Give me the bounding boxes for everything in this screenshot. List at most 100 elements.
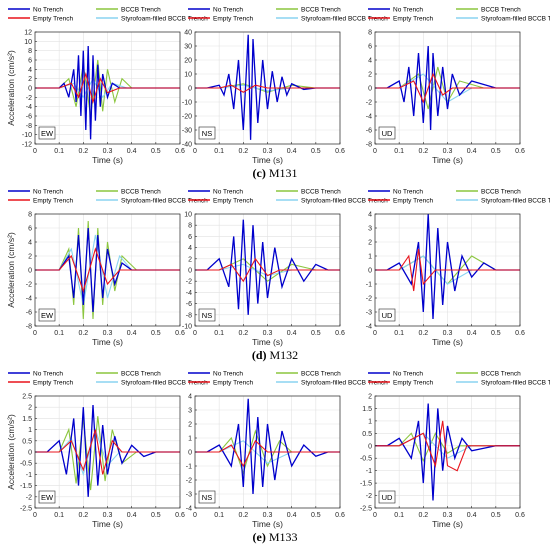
component-label: EW xyxy=(41,129,54,138)
x-tick-label: 0.4 xyxy=(127,148,137,155)
x-tick-label: 0.3 xyxy=(103,330,113,337)
legend-label: No Trench xyxy=(33,7,63,14)
y-tick-label: 0 xyxy=(368,443,372,450)
legend-label: Empty Trench xyxy=(393,380,433,387)
x-tick-label: 0.6 xyxy=(175,330,185,337)
x-tick-label: 0.2 xyxy=(238,148,248,155)
y-tick-label: -4 xyxy=(186,506,192,513)
legend-label: Styrofoam-filled BCCB Trench xyxy=(301,380,388,387)
x-tick-label: 0.1 xyxy=(394,148,404,155)
legend-label: No Trench xyxy=(213,7,243,14)
row-caption-c: (c) M131 xyxy=(0,166,550,181)
legend-label: Empty Trench xyxy=(213,380,253,387)
y-tick-label: -2 xyxy=(26,494,32,501)
x-tick-label: 0.2 xyxy=(418,330,428,337)
row-caption-d: (d) M132 xyxy=(0,348,550,363)
y-tick-label: 0 xyxy=(188,86,192,93)
x-tick-label: 0.3 xyxy=(103,512,113,519)
series-line-empty-trench xyxy=(195,257,340,283)
legend-label: BCCB Trench xyxy=(121,189,161,196)
y-tick-label: -12 xyxy=(22,142,32,149)
x-axis-label: Time (s) xyxy=(252,337,283,347)
x-tick-label: 0.4 xyxy=(467,148,477,155)
y-tick-label: -4 xyxy=(366,114,372,121)
component-label-box xyxy=(378,126,396,140)
y-tick-label: 6 xyxy=(28,58,32,65)
y-tick-label: 8 xyxy=(28,48,32,55)
x-tick-label: 0.1 xyxy=(214,330,224,337)
series-line-empty-trench xyxy=(375,72,520,104)
panel-M133-NS: 0 0.1 0.2 0.3 0.4 0.5 0.6 -4 -3 -2 -1 0 1 2 3 4 Time (s)… xyxy=(186,394,345,530)
panel-M133-UD: 0 0.1 0.2 0.3 0.4 0.5 0.6 -2.5 -2 -1.5 -1 -0.5 0 0.5 1… xyxy=(360,394,525,530)
row-caption-name: M132 xyxy=(269,348,299,362)
y-tick-label: 4 xyxy=(368,58,372,65)
y-tick-label: 4 xyxy=(188,245,192,252)
y-tick-label: -40 xyxy=(182,142,192,149)
y-tick-label: -8 xyxy=(366,142,372,149)
y-tick-label: 0 xyxy=(368,86,372,93)
y-tick-label: -8 xyxy=(186,312,192,319)
y-tick-label: 10 xyxy=(24,39,32,46)
legend-label: Styrofoam-filled BCCB Trench xyxy=(481,16,550,23)
x-tick-label: 0.5 xyxy=(151,512,161,519)
row-caption-letter: (d) xyxy=(251,348,267,362)
component-label-box xyxy=(198,126,216,140)
x-tick-label: 0.1 xyxy=(394,330,404,337)
y-tick-label: -6 xyxy=(26,114,32,121)
legend-label: BCCB Trench xyxy=(301,189,341,196)
x-axis-label: Time (s) xyxy=(252,519,283,529)
y-tick-label: -10 xyxy=(182,100,192,107)
legend-label: BCCB Trench xyxy=(121,7,161,14)
y-tick-label: 2.5 xyxy=(22,394,32,401)
legend: No Trench BCCB Trench Empty Trench Styrofoa… xyxy=(188,371,388,387)
y-tick-label: -6 xyxy=(26,310,32,317)
series-line-no-trench xyxy=(35,404,180,497)
y-tick-label: 0.5 xyxy=(22,438,32,445)
x-tick-label: 0.1 xyxy=(54,330,64,337)
panel-M131-NS: 0 0.1 0.2 0.3 0.4 0.5 0.6 -40 -30 -20 -10 0 10 20 30 40… xyxy=(182,30,345,166)
x-tick-label: 0.3 xyxy=(263,148,273,155)
legend-label: Styrofoam-filled BCCB Trench xyxy=(301,16,388,23)
legend-label: Empty Trench xyxy=(213,198,253,205)
series-line-no-trench xyxy=(195,34,340,140)
legend-label: Empty Trench xyxy=(33,198,73,205)
x-tick-label: 0.1 xyxy=(214,148,224,155)
legend-label: No Trench xyxy=(393,189,423,196)
y-axis-label: Acceleration (cm/s²) xyxy=(6,50,16,126)
y-tick-label: 0.5 xyxy=(362,431,372,438)
panel-M132-NS: 0 0.1 0.2 0.3 0.4 0.5 0.6 -10 -8 -6 -4 -2 0 2 4 6 8 10 Tim… xyxy=(182,212,345,348)
y-axis-label: Acceleration (cm/s²) xyxy=(6,232,16,308)
series-line-bccb-trench xyxy=(35,416,180,491)
y-tick-label: 1.5 xyxy=(362,406,372,413)
x-tick-label: 0.1 xyxy=(214,512,224,519)
y-tick-label: 1 xyxy=(368,254,372,261)
series-line-empty-trench xyxy=(35,71,180,105)
x-tick-label: 0.5 xyxy=(491,148,501,155)
series-line-empty-trench xyxy=(195,84,340,93)
x-axis-label: Time (s) xyxy=(432,519,463,529)
x-tick-label: 0.6 xyxy=(335,148,345,155)
x-tick-label: 0.5 xyxy=(311,330,321,337)
x-tick-label: 0.6 xyxy=(175,512,185,519)
panel-M133-EW: 0 0.1 0.2 0.3 0.4 0.5 0.6 -2.5 -2 -1.5 -1 -0.5 0 0.5 1… xyxy=(6,394,185,530)
y-tick-label: -2 xyxy=(186,279,192,286)
component-label: EW xyxy=(41,493,54,502)
x-tick-label: 0.5 xyxy=(151,330,161,337)
y-tick-label: 0 xyxy=(188,450,192,457)
x-tick-label: 0 xyxy=(193,330,197,337)
component-label-box xyxy=(38,490,56,504)
x-axis-label: Time (s) xyxy=(92,519,123,529)
x-tick-label: 0.4 xyxy=(127,512,137,519)
x-axis-label: Time (s) xyxy=(432,337,463,347)
x-axis-label: Time (s) xyxy=(252,155,283,165)
y-tick-label: 8 xyxy=(28,212,32,219)
x-tick-label: 0.1 xyxy=(54,148,64,155)
y-tick-label: 0 xyxy=(188,268,192,275)
x-axis-label: Time (s) xyxy=(92,337,123,347)
x-tick-label: 0.3 xyxy=(263,512,273,519)
y-tick-label: 2 xyxy=(188,422,192,429)
y-tick-label: 0 xyxy=(28,268,32,275)
x-axis-label: Time (s) xyxy=(432,155,463,165)
legend-label: No Trench xyxy=(213,371,243,378)
legend-label: Styrofoam-filled BCCB Trench xyxy=(121,198,208,205)
